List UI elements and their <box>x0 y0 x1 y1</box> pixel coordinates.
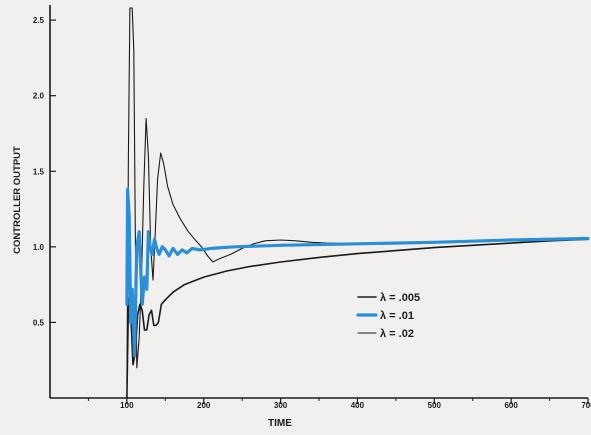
x-tick-label: 300 <box>274 401 288 410</box>
series-line-2 <box>125 187 590 358</box>
x-axis-label: TIME <box>268 418 292 429</box>
legend-label: λ = .005 <box>380 292 420 304</box>
x-tick-label: 600 <box>504 401 518 410</box>
y-tick-label: 1.5 <box>33 167 45 176</box>
series-line-0 <box>126 238 589 399</box>
y-axis-label: CONTROLLER OUTPUT <box>12 146 23 254</box>
y-tick-label: 2.0 <box>33 92 45 101</box>
axes <box>49 5 588 399</box>
series <box>125 7 590 399</box>
ticks: 100 200 300 400 500 600 700 0.5 1.0 1.5 2.0 2.5 <box>33 16 591 410</box>
y-tick-label: 1.0 <box>33 243 45 252</box>
x-tick-label: 400 <box>351 401 365 410</box>
x-tick-label: 200 <box>197 401 211 410</box>
series-line-1 <box>126 7 589 384</box>
y-tick-label: 2.5 <box>33 16 45 25</box>
legend-label: λ = .01 <box>380 310 414 322</box>
x-tick-label: 500 <box>428 401 442 410</box>
legend: λ = .005 λ = .01 λ = .02 <box>356 292 420 340</box>
legend-label: λ = .02 <box>380 328 414 340</box>
y-tick-label: 0.5 <box>33 318 45 327</box>
x-tick-label: 100 <box>120 401 134 410</box>
x-tick-label: 700 <box>581 401 591 410</box>
